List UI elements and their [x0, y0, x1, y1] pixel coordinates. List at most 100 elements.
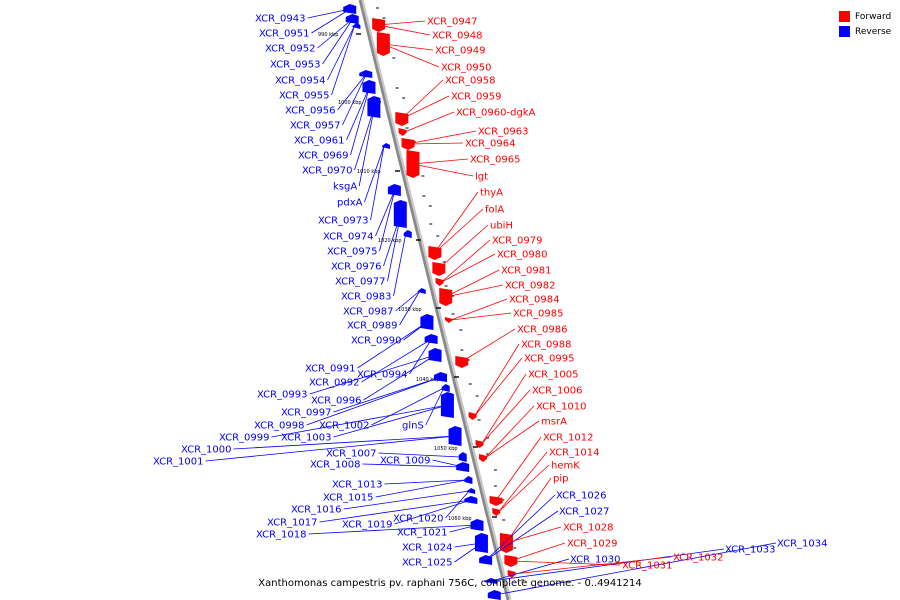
legend-item-forward: Forward	[839, 9, 891, 24]
reverse-leader-line	[307, 8, 351, 19]
legend-label-reverse: Reverse	[855, 26, 892, 37]
gene-label-xcr-1007: XCR_1007	[326, 449, 377, 460]
reverse-leader-line	[362, 463, 464, 468]
reverse-leader-line	[394, 499, 472, 525]
forward-gene-block	[468, 412, 477, 420]
gene-label-xcr-1012: XCR_1012	[543, 433, 594, 444]
gene-label-xcr-1027: XCR_1027	[559, 507, 610, 518]
forward-leader-line	[445, 284, 504, 298]
kbp-label: 1010 kbp	[357, 169, 381, 175]
gene-label-xcr-0957: XCR_0957	[290, 121, 341, 132]
kbp-label: 1060 kbp	[448, 516, 472, 522]
gene-label-xcr-0950: XCR_0950	[441, 63, 492, 74]
forward-gene-block	[475, 440, 484, 448]
reverse-gene-block	[487, 590, 501, 600]
gene-label-xcr-0981: XCR_0981	[501, 266, 552, 277]
reverse-gene-block	[417, 288, 426, 294]
forward-leader-line	[497, 451, 548, 513]
gene-label-xcr-0983: XCR_0983	[341, 292, 392, 303]
gene-label-xcr-0953: XCR_0953	[270, 60, 321, 71]
reverse-leader-line	[346, 86, 370, 141]
forward-leader-line	[382, 43, 440, 68]
reverse-gene-block	[362, 80, 376, 94]
gene-label-xcr-0999: XCR_0999	[219, 433, 270, 444]
gene-label-xcr-1024: XCR_1024	[402, 543, 453, 554]
gene-label-xcr-0995: XCR_0995	[524, 354, 575, 365]
gene-label-xcr-1000: XCR_1000	[181, 445, 232, 456]
forward-leader-line	[407, 142, 464, 145]
forward-leader-line	[474, 357, 523, 417]
gene-label-xcr-0998: XCR_0998	[254, 421, 305, 432]
reverse-leader-line	[357, 321, 428, 369]
reverse-gene-block	[393, 200, 407, 228]
reverse-gene-block	[441, 384, 450, 392]
reverse-leader-line	[491, 548, 725, 582]
gene-label-xcr-0965: XCR_0965	[470, 155, 521, 166]
gene-label-xcr-0989: XCR_0989	[347, 321, 398, 332]
forward-leader-line	[412, 158, 469, 165]
gene-label-xcr-1010: XCR_1010	[536, 402, 587, 413]
gene-label-xcr-0954: XCR_0954	[275, 76, 326, 87]
reverse-leader-line	[485, 494, 556, 561]
reverse-gene-block	[467, 488, 476, 494]
gene-label-xcr-0984: XCR_0984	[509, 295, 560, 306]
reverse-leader-line	[331, 25, 355, 96]
gene-label-xcr-0982: XCR_0982	[505, 281, 556, 292]
forward-leader-line	[484, 420, 540, 459]
reverse-leader-line	[383, 213, 402, 267]
forward-leader-line	[445, 269, 500, 298]
kbp-label: 1040 kbp	[416, 377, 440, 383]
gene-label-xcr-0958: XCR_0958	[445, 76, 496, 87]
forward-leader-line	[505, 526, 562, 544]
forward-leader-line	[382, 43, 434, 51]
gene-label-pip: pip	[553, 474, 568, 485]
gene-label-xcr-1015: XCR_1015	[323, 493, 374, 504]
gene-label-xcr-1021: XCR_1021	[397, 528, 448, 539]
gene-label-xcr-0955: XCR_0955	[279, 91, 330, 102]
gene-label-xcr-1017: XCR_1017	[267, 518, 318, 529]
reverse-gene-block	[352, 23, 361, 29]
gene-label-xcr-0948: XCR_0948	[432, 31, 483, 42]
gene-label-xcr-0987: XCR_0987	[343, 307, 394, 318]
gene-label-xcr-0992: XCR_0992	[309, 378, 360, 389]
forward-leader-line	[484, 405, 535, 459]
gene-label-xcr-1019: XCR_1019	[342, 520, 393, 531]
gene-label-xcr-0991: XCR_0991	[305, 364, 356, 375]
forward-leader-line	[495, 436, 542, 502]
legend: Forward Reverse	[839, 9, 891, 39]
forward-leader-line	[441, 239, 491, 283]
gene-label-glns: glnS	[402, 421, 424, 432]
gene-label-xcr-1029: XCR_1029	[567, 539, 618, 550]
reverse-gene-block	[367, 96, 381, 118]
gene-label-xcr-1003: XCR_1003	[281, 433, 332, 444]
legend-item-reverse: Reverse	[839, 24, 891, 39]
gene-label-xcr-0964: XCR_0964	[465, 139, 516, 150]
gene-label-xcr-0980: XCR_0980	[497, 250, 548, 261]
gene-label-xcr-0997: XCR_0997	[281, 408, 332, 419]
forward-leader-line	[513, 556, 672, 575]
forward-leader-line	[401, 79, 444, 120]
reverse-leader-line	[271, 404, 448, 438]
gene-label-lgt: lgt	[475, 172, 488, 183]
forward-gene-block	[444, 317, 453, 323]
gene-label-xcr-0996: XCR_0996	[311, 396, 362, 407]
gene-label-xcr-0952: XCR_0952	[265, 44, 316, 55]
gene-label-xcr-1034: XCR_1034	[777, 539, 828, 550]
forward-leader-line	[498, 464, 550, 513]
reverse-leader-line	[350, 86, 370, 156]
genome-caption: Xanthomonas campestris pv. raphani 756C,…	[258, 578, 642, 589]
forward-leader-line	[505, 477, 552, 544]
forward-leader-line	[450, 312, 512, 321]
reverse-leader-line	[364, 145, 385, 203]
kbp-label: 1050 kbp	[434, 446, 458, 452]
reverse-leader-line	[454, 542, 482, 548]
reverse-swatch	[839, 26, 850, 37]
kbp-label: 1030 kbp	[398, 307, 422, 313]
gene-label-xcr-1026: XCR_1026	[556, 491, 607, 502]
gene-label-hemk: hemK	[551, 461, 580, 472]
reverse-leader-line	[494, 542, 777, 596]
forward-leader-line	[441, 253, 496, 283]
gene-label-xcr-1031: XCR_1031	[622, 561, 673, 572]
gene-label-xcr-0969: XCR_0969	[298, 151, 349, 162]
gene-label-xcr-1032: XCR_1032	[673, 553, 724, 564]
